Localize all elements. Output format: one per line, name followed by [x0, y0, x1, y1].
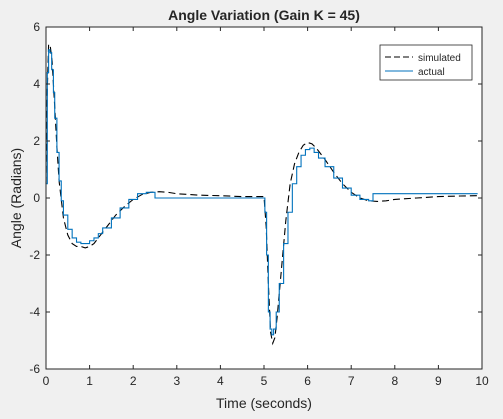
x-axis-label: Time (seconds): [216, 395, 312, 411]
y-tick-label: -4: [29, 305, 40, 319]
legend: simulated actual: [380, 45, 472, 80]
legend-simulated-label: simulated: [418, 53, 461, 64]
x-tick-label: 0: [43, 374, 50, 388]
x-tick-label: 7: [348, 374, 355, 388]
x-tick-label: 1: [86, 374, 93, 388]
y-axis-label: Angle (Radians): [8, 148, 24, 248]
x-tick-label: 8: [391, 374, 398, 388]
x-tick-label: 5: [261, 374, 268, 388]
y-tick-label: -2: [29, 248, 40, 262]
y-tick-label: 4: [33, 77, 40, 91]
legend-actual-label: actual: [418, 67, 445, 78]
y-tick-label: 0: [33, 191, 40, 205]
x-tick-label: 9: [435, 374, 442, 388]
x-tick-label: 4: [217, 374, 224, 388]
chart-title: Angle Variation (Gain K = 45): [168, 7, 360, 23]
y-tick-label: 6: [33, 20, 40, 34]
y-tick-label: -6: [29, 362, 40, 376]
x-tick-label: 2: [130, 374, 137, 388]
y-tick-label: 2: [33, 134, 40, 148]
x-tick-label: 3: [173, 374, 180, 388]
x-tick-label: 6: [304, 374, 311, 388]
x-tick-label: 10: [475, 374, 489, 388]
